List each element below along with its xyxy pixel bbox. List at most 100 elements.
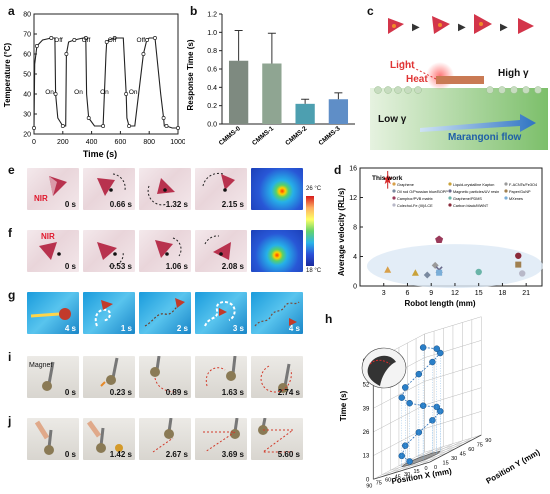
chart-d-xtick-label: 9 — [429, 290, 433, 297]
time-j-4: 3.69 s — [221, 450, 244, 459]
chart-h-point — [429, 358, 436, 366]
photo-e-3: 1.32 s — [139, 168, 191, 210]
photo-g-4: 3 s — [195, 292, 247, 334]
chart-d-point — [423, 271, 431, 279]
magnet-label: Magnet — [29, 362, 53, 369]
chart-h-ylabel: Position Y (mm) — [485, 447, 542, 485]
chart-h-inset-shape — [367, 355, 396, 386]
chart-h-xtick-label: 45 — [395, 475, 401, 481]
chart-a-xtick-label: 0 — [32, 139, 36, 146]
chart-a-annotation: On — [129, 89, 138, 96]
chart-b-ytick-label: 0.2 — [207, 103, 217, 110]
thermal-f — [251, 230, 303, 272]
chart-h-grid-line — [424, 363, 482, 382]
chart-d-point — [431, 261, 439, 269]
panel-label-f: f — [8, 226, 12, 240]
chart-a-ytick-label: 60 — [23, 52, 31, 59]
chart-b-category-label: CMMS-3 — [318, 125, 342, 147]
chart-d-legend-marker — [504, 182, 508, 186]
panel-label-j: j — [8, 414, 12, 428]
time-e-2: 0.66 s — [109, 200, 132, 209]
panel-label-c: c — [367, 4, 374, 18]
chart-h-grid-line — [424, 316, 482, 335]
chart-a-point — [124, 92, 129, 96]
chart-d-point — [435, 235, 444, 244]
chart-h-grid-line — [424, 434, 482, 453]
photo-i-5: 2.74 s — [251, 356, 303, 398]
chart-a-point — [86, 116, 91, 120]
chart-h-point — [398, 394, 405, 401]
time-g-5: 4 s — [288, 324, 300, 333]
robot-body — [436, 76, 484, 84]
time-i-4: 1.63 s — [221, 388, 244, 397]
this-work-label: This work — [372, 175, 403, 182]
chart-h-inset-arrow — [369, 359, 391, 365]
chart-a: 0 200 400 600 800 1000 20 30 40 50 60 70 80 On Off On Of… — [3, 12, 185, 160]
chart-d-legend-label: Graphene/PDMS — [453, 197, 482, 201]
chart-h-point — [419, 344, 427, 351]
chart-h-ytick-label: 15 — [443, 461, 449, 467]
time-j-2: 1.42 s — [109, 450, 132, 459]
chart-a-point — [112, 36, 117, 40]
chart-a-ytick-label: 20 — [23, 132, 31, 139]
time-i-5: 2.74 s — [277, 388, 300, 397]
time-e-3: 1.32 s — [165, 200, 188, 209]
water-surface — [370, 88, 548, 150]
chart-a-point — [141, 52, 146, 56]
chart-a-annotation: Off — [108, 37, 117, 44]
svg-text:▶: ▶ — [458, 22, 466, 33]
flow-arrow — [420, 114, 536, 132]
chart-h-grid-line — [373, 381, 425, 409]
chart-a-ylabel: Temperature (°C) — [3, 42, 12, 107]
chart-a-point — [83, 36, 88, 40]
chart-d-point — [515, 261, 522, 268]
svg-text:▶: ▶ — [500, 22, 508, 33]
chart-a-point — [34, 44, 39, 48]
nir-label-f: NIR — [41, 232, 55, 241]
photo-j-1: 0 s — [27, 418, 79, 460]
chart-d-point — [411, 269, 419, 276]
panel-label-b: b — [190, 4, 198, 18]
chart-d-ytick-label: 4 — [353, 254, 357, 261]
photo-i-3: 0.89 s — [139, 356, 191, 398]
chart-d-ytick-label: 0 — [353, 284, 357, 291]
chart-h-point — [406, 399, 413, 407]
chart-d-point — [384, 266, 392, 273]
chart-d-legend-label: Magnetic particles/UV resin — [453, 190, 499, 194]
time-g-3: 2 s — [176, 324, 188, 333]
chart-b-category-label: CMMS-0 — [218, 125, 242, 147]
photo-g-1: 4 s — [27, 292, 79, 334]
chart-b-ytick-label: 0.6 — [207, 67, 217, 74]
chart-a-line — [33, 37, 178, 129]
chart-a-annotation: Off — [82, 37, 91, 44]
chart-h-grid-line — [424, 387, 482, 406]
time-f-1: 0 s — [64, 262, 76, 271]
chart-b: 0.0 0.2 0.4 0.6 0.8 1.0 1.2 CMMS-0 CMMS-1 CMMS-2 C… — [186, 12, 355, 147]
chart-a-ytick-label: 50 — [23, 72, 31, 79]
chart-a-annotation: On — [45, 89, 54, 96]
time-f-2: 0.53 s — [109, 262, 132, 271]
chart-h-grid-line — [373, 404, 425, 433]
time-j-3: 2.67 s — [165, 450, 188, 459]
chart-h-zlabel: Time (s) — [339, 390, 348, 421]
panel-label-g: g — [8, 288, 16, 302]
photo-i-4: 1.63 s — [195, 356, 247, 398]
chart-h-xtick-label: 90 — [366, 483, 372, 489]
time-g-2: 1 s — [120, 324, 132, 333]
high-gamma-label: High γ — [498, 68, 529, 79]
chart-a-annotation: On — [74, 89, 83, 96]
chart-b-ylabel: Response Time (s) — [186, 39, 195, 110]
chart-h-ztick-label: 0 — [366, 477, 370, 483]
photo-g-5: 4 s — [251, 292, 303, 334]
low-gamma-label: Low γ — [378, 114, 407, 125]
colorbar — [306, 196, 314, 266]
photo-e-1: NIR 0 s — [27, 168, 79, 210]
time-j-5: 5.60 s — [277, 450, 300, 459]
chart-b-category-label: CMMS-1 — [251, 125, 275, 147]
chart-d-legend-label: Oil rod O/Prussian blue/BOPP — [397, 190, 448, 194]
panel-label-h: h — [325, 312, 333, 326]
chart-h: 0153045607590015304560759001326395265 Ti… — [339, 316, 542, 489]
chart-b-bar — [328, 99, 349, 124]
heat-label: Heat — [406, 74, 428, 85]
chart-h-ytick-label: 45 — [460, 452, 466, 458]
